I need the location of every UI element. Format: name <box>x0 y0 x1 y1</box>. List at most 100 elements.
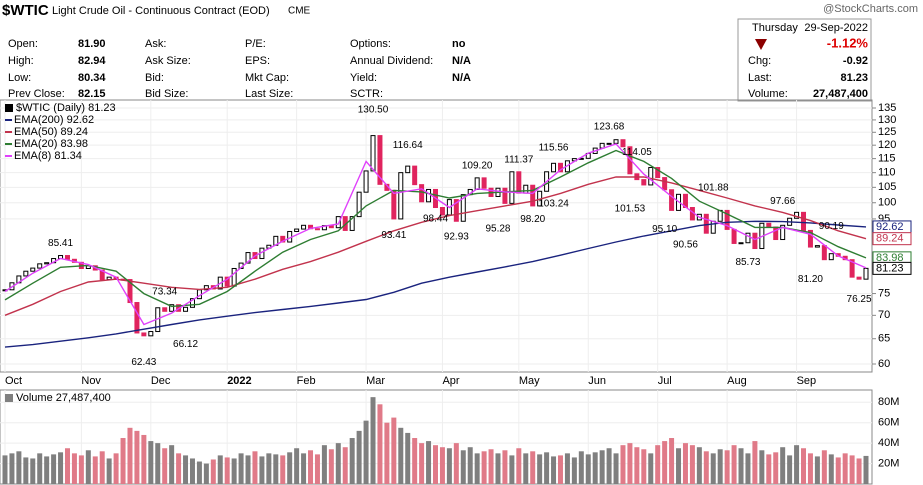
candle <box>398 172 404 220</box>
price-annotation: 92.93 <box>444 232 469 243</box>
legend-swatch <box>5 394 13 402</box>
volume-bar <box>453 443 459 484</box>
volume-bar <box>780 447 786 484</box>
volume-bar <box>849 455 855 484</box>
volume-bar <box>363 420 369 484</box>
candle <box>502 187 508 204</box>
price-annotation: 98.20 <box>520 214 545 225</box>
volume-bar <box>509 455 515 484</box>
candle <box>453 199 459 222</box>
volume-bar <box>377 404 383 484</box>
field-label: High: <box>8 55 34 67</box>
candle <box>349 216 355 231</box>
candle <box>551 162 557 173</box>
candle <box>30 267 36 272</box>
candle <box>141 332 147 337</box>
volume-bar <box>613 453 619 484</box>
field-value: 81.90 <box>78 38 106 50</box>
field-label: Mkt Cap: <box>245 72 289 84</box>
candle <box>807 229 813 248</box>
volume-bar <box>648 453 654 484</box>
volume-bar <box>280 455 286 484</box>
volume-bar <box>106 458 112 484</box>
candle <box>231 267 237 287</box>
volume-bar <box>231 458 237 484</box>
volume-bar <box>516 448 522 484</box>
volume-bar <box>217 455 223 484</box>
price-annotation: 62.43 <box>131 357 156 368</box>
candle <box>64 255 70 260</box>
price-annotation: 95.28 <box>485 224 510 235</box>
y-tick-label: 65 <box>878 333 890 345</box>
value-box-label: 81.23 <box>876 262 904 274</box>
volume-bar <box>398 427 404 484</box>
field-label: Annual Dividend: <box>350 55 433 67</box>
candle <box>183 306 189 312</box>
volume-bar <box>314 454 320 484</box>
candle <box>641 179 647 186</box>
y-tick-label: 20M <box>878 457 899 469</box>
price-frame <box>0 99 873 373</box>
x-tick-label: Nov <box>81 375 101 387</box>
price-annotation: 130.50 <box>358 104 389 115</box>
candle <box>703 213 709 234</box>
field-label: Last Size: <box>245 88 293 100</box>
candle <box>849 259 855 278</box>
volume-bar <box>502 450 508 484</box>
candle <box>801 211 807 231</box>
volume-bar <box>99 451 105 484</box>
price-annotation: 101.88 <box>698 182 729 193</box>
candle <box>44 262 50 265</box>
candle <box>370 135 376 172</box>
volume-bar <box>120 438 126 484</box>
y-tick-label: 40M <box>878 437 899 449</box>
field-value: no <box>452 38 466 50</box>
x-tick-label: May <box>519 375 540 387</box>
candle <box>856 276 862 280</box>
volume-bar <box>460 450 466 484</box>
volume-bar <box>710 453 716 484</box>
volume-bar <box>85 450 91 484</box>
volume-bar <box>551 456 557 484</box>
volume-bar <box>564 453 570 484</box>
candle <box>710 220 716 234</box>
candle <box>301 224 307 230</box>
field-value: 27,487,400 <box>813 88 868 100</box>
candle <box>814 245 820 248</box>
candle <box>356 191 362 218</box>
exchange: CME <box>288 6 311 17</box>
candle <box>391 189 397 220</box>
ema-line <box>4 143 867 326</box>
candle <box>821 245 827 261</box>
volume-bar <box>426 441 432 484</box>
volume-bar <box>787 455 793 484</box>
volume-bar <box>2 455 8 484</box>
candle <box>23 270 29 277</box>
volume-bar <box>446 448 452 484</box>
volume-bar <box>863 455 869 484</box>
volume-bar <box>620 445 626 484</box>
legend-entry: EMA(20) 83.98 <box>14 138 88 150</box>
volume-bar <box>835 457 841 484</box>
volume-bar <box>821 450 827 484</box>
volume-bar <box>44 456 50 484</box>
volume-bar <box>259 456 265 484</box>
value-box <box>872 261 912 275</box>
price-annotation: 123.68 <box>594 121 625 132</box>
volume-bar <box>342 447 348 484</box>
volume-bar <box>141 434 147 484</box>
candle <box>37 263 43 269</box>
ema-line <box>4 176 867 316</box>
volume-bar <box>703 451 709 484</box>
volume-bar <box>557 455 563 484</box>
volume-bar <box>162 448 168 484</box>
volume-bar <box>356 430 362 484</box>
volume-bar <box>738 448 744 484</box>
price-annotation: 98.44 <box>423 213 448 224</box>
volume-bar <box>745 453 751 484</box>
watermark: @StockCharts.com <box>823 3 918 15</box>
volume-bar <box>287 452 293 484</box>
candle <box>203 285 209 291</box>
volume-bar <box>641 449 647 484</box>
candle <box>134 302 140 334</box>
